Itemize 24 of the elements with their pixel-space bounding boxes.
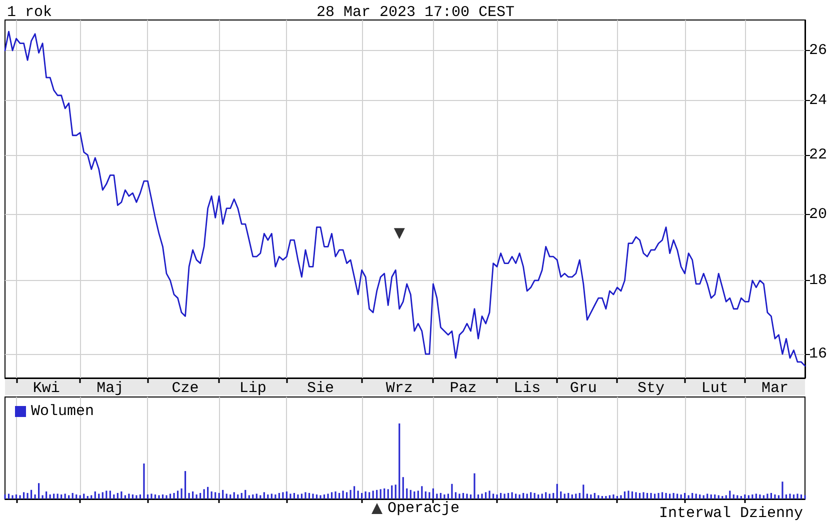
x-tick-label: Cze — [172, 380, 199, 397]
x-tick-label: Wrz — [386, 380, 413, 397]
chart-title: 1 rok — [7, 4, 52, 21]
legend-label: Wolumen — [31, 403, 94, 420]
y-tick-label: 24 — [809, 92, 828, 110]
legend-label: Operacje — [387, 500, 460, 517]
text: Interwal Dzienny — [658, 505, 804, 522]
y-tick-label: 26 — [809, 42, 828, 60]
x-tick-label: Sty — [638, 380, 665, 397]
y-tick-label: 22 — [809, 146, 828, 164]
x-tick-label: Lip — [239, 380, 266, 397]
y-tick-label: 20 — [809, 206, 828, 224]
x-tick-label: Maj — [96, 380, 124, 397]
x-tick-label: Lut — [701, 380, 728, 397]
line-series — [4, 30, 806, 367]
y-tick-label: 16 — [809, 346, 828, 363]
x-tick-label: Lis — [514, 380, 541, 397]
x-tick-label: Paz — [450, 380, 477, 397]
x-tick-label: Kwi — [32, 380, 60, 397]
y-tick-label: 18 — [809, 272, 828, 289]
x-tick-label: Gru — [570, 380, 597, 397]
chart-subtitle: 28 Mar 2023 17:00 CEST — [316, 4, 515, 21]
x-tick-label: Mar — [761, 380, 788, 397]
x-tick-label: Sie — [306, 380, 334, 397]
